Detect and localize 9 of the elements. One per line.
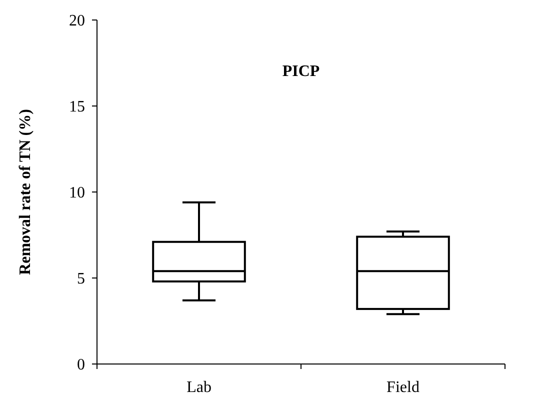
text: PICP: [282, 63, 320, 80]
x-tick-label: Field: [386, 379, 420, 396]
y-axis-title: Removal rate of TN (%): [17, 109, 34, 275]
y-tick-label: 5: [77, 270, 85, 288]
x-tick-label: Lab: [186, 379, 212, 396]
y-tick-label: 10: [69, 184, 85, 202]
y-tick-label: 0: [77, 356, 85, 374]
y-tick-label: 20: [69, 12, 85, 30]
y-tick-label: 15: [69, 98, 85, 116]
